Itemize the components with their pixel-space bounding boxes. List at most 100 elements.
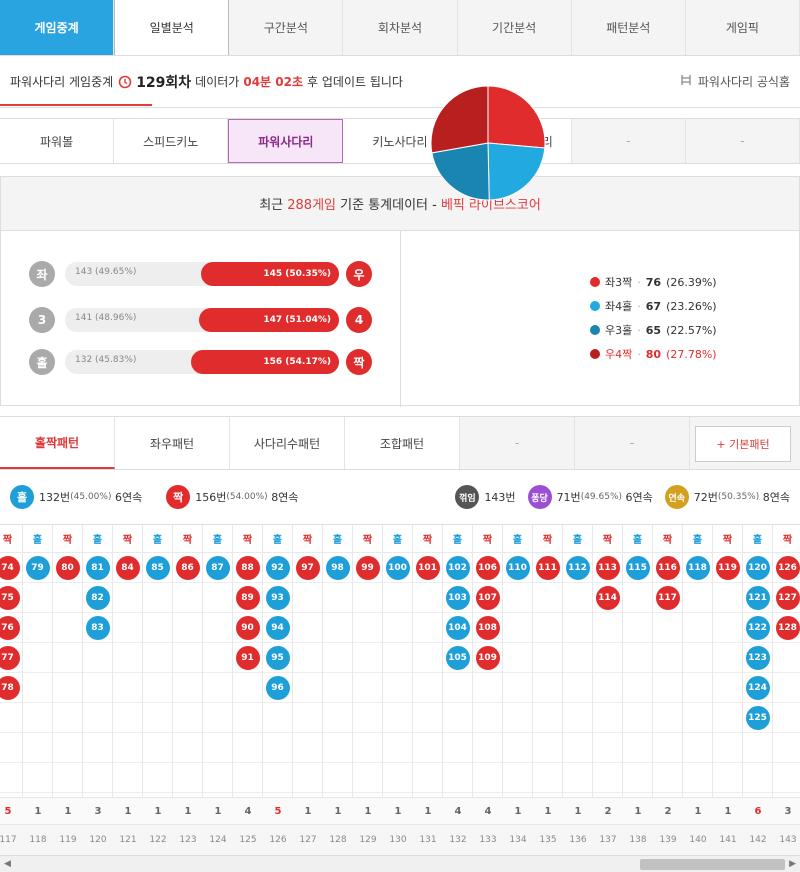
game-tab-powerball[interactable]: 파워볼 xyxy=(0,119,115,163)
legend-label: 우4짝 xyxy=(605,348,633,361)
grid-cell xyxy=(713,613,742,643)
tab-daily[interactable]: 일별분석 xyxy=(114,0,230,55)
stat-right-value: 147 (51.04%) xyxy=(263,315,331,325)
grid-cell xyxy=(53,733,82,763)
legend-item: 우4짝 · 80 (27.78%) xyxy=(590,342,717,366)
grid-cell xyxy=(23,763,52,793)
result-ball: 98 xyxy=(325,555,350,580)
tab-pick[interactable]: 게임픽 xyxy=(686,0,800,55)
grid-cell xyxy=(143,673,172,703)
grid-cell xyxy=(113,613,142,643)
grid-column: 짝 74 75 76 77 78 xyxy=(0,525,23,855)
pattern-tab-oddeven[interactable]: 홀짝패턴 xyxy=(0,417,115,469)
stat-right-value: 156 (54.17%) xyxy=(263,357,331,367)
grid-cell: 121 xyxy=(743,583,772,613)
grid-column-head: 짝 xyxy=(473,525,502,553)
grid-cell xyxy=(383,673,412,703)
grid-cell: 110 xyxy=(503,553,532,583)
grid-cell xyxy=(653,733,682,763)
pattern-tab-combo[interactable]: 조합패턴 xyxy=(345,417,460,469)
official-home-link[interactable]: 파워사다리 공식홈 xyxy=(679,73,790,90)
tab-section[interactable]: 구간분석 xyxy=(229,0,344,55)
grid-cell xyxy=(53,763,82,793)
grid-cell: 80 xyxy=(53,553,82,583)
grid-cell: 89 xyxy=(233,583,262,613)
grid-cell xyxy=(293,613,322,643)
scroll-right-arrow-icon[interactable]: ▶ xyxy=(789,859,796,869)
grid-cell xyxy=(173,763,202,793)
grid-column-count: 4 xyxy=(443,797,473,825)
grid-cell xyxy=(623,673,652,703)
grid-column-count: 1 xyxy=(563,797,593,825)
grid-cell: 77 xyxy=(0,643,22,673)
grid-column-head: 짝 xyxy=(0,525,22,553)
grid-cell: 85 xyxy=(143,553,172,583)
result-ball: 121 xyxy=(745,585,770,610)
countdown: 04분 02초 xyxy=(243,75,304,89)
result-ball: 115 xyxy=(625,555,650,580)
grid-cell xyxy=(23,673,52,703)
grid-column-count: 1 xyxy=(383,797,413,825)
grid-column-head: 짝 xyxy=(113,525,142,553)
grid-cell xyxy=(293,583,322,613)
grid-column: 홀 115 xyxy=(623,525,653,855)
grid-column-head: 짝 xyxy=(593,525,622,553)
grid-column-label: 124 xyxy=(203,825,233,855)
grid-cell xyxy=(383,733,412,763)
grid-cell: 114 xyxy=(593,583,622,613)
grid-cell xyxy=(0,733,22,763)
grid-cell xyxy=(203,583,232,613)
stat-left-value: 143 (49.65%) xyxy=(75,267,137,277)
legend-item: 좌3짝 · 76 (26.39%) xyxy=(590,270,717,294)
grid-cell xyxy=(503,703,532,733)
pattern-tab-laddercount[interactable]: 사다리수패턴 xyxy=(230,417,345,469)
result-ball: 89 xyxy=(235,585,260,610)
result-ball: 94 xyxy=(265,615,290,640)
scroll-left-arrow-icon[interactable]: ◀ xyxy=(4,859,11,869)
pattern-tab-leftright[interactable]: 좌우패턴 xyxy=(115,417,230,469)
grid-column-count: 1 xyxy=(353,797,383,825)
game-tab-powerladder[interactable]: 파워사다리 xyxy=(228,119,344,163)
grid-column-label: 134 xyxy=(503,825,533,855)
grid-column-head: 짝 xyxy=(293,525,322,553)
grid-cell: 115 xyxy=(623,553,652,583)
info-mid: 데이터가 xyxy=(195,75,240,89)
result-ball: 104 xyxy=(445,615,470,640)
stats-panel: 최근 288게임 기준 통계데이터 - 베픽 라이브스코어 좌 143 (49.… xyxy=(0,176,800,407)
result-ball: 99 xyxy=(355,555,380,580)
grid-column-label: 133 xyxy=(473,825,503,855)
grid-cell xyxy=(473,733,502,763)
grid-cell xyxy=(113,703,142,733)
grid-column-label: 120 xyxy=(83,825,113,855)
grid-column-head: 홀 xyxy=(443,525,472,553)
horizontal-scrollbar[interactable]: ◀ ▶ xyxy=(0,855,800,872)
grid-cell xyxy=(623,613,652,643)
grid-cell xyxy=(593,703,622,733)
tab-pattern[interactable]: 패턴분석 xyxy=(572,0,686,55)
tab-period[interactable]: 기간분석 xyxy=(458,0,572,55)
grid-cell xyxy=(83,703,112,733)
grid-cell: 101 xyxy=(413,553,442,583)
pong-badge: 퐁당 xyxy=(527,485,552,509)
grid-column-head: 짝 xyxy=(713,525,742,553)
grid-cell xyxy=(203,643,232,673)
grid-cell xyxy=(563,583,592,613)
scroll-thumb[interactable] xyxy=(640,859,785,870)
grid-cell xyxy=(683,613,712,643)
grid-cell xyxy=(713,583,742,613)
tab-round[interactable]: 회차분석 xyxy=(343,0,458,55)
grid-cell xyxy=(653,643,682,673)
pie-slice xyxy=(487,142,546,201)
grid-column: 짝 116 117 xyxy=(653,525,683,855)
grid-column-count: 1 xyxy=(503,797,533,825)
grid-cell: 96 xyxy=(263,673,292,703)
grid-cell xyxy=(383,613,412,643)
stat-left-value: 132 (45.83%) xyxy=(75,355,137,365)
tab-live[interactable]: 게임중계 xyxy=(0,0,115,55)
grid-cell xyxy=(623,643,652,673)
even-count: 156번 xyxy=(195,491,227,504)
grid-cell xyxy=(593,763,622,793)
grid-cell xyxy=(413,673,442,703)
basic-pattern-button[interactable]: + 기본패턴 xyxy=(695,426,791,462)
game-tab-speedkeno[interactable]: 스피드키노 xyxy=(114,119,229,163)
